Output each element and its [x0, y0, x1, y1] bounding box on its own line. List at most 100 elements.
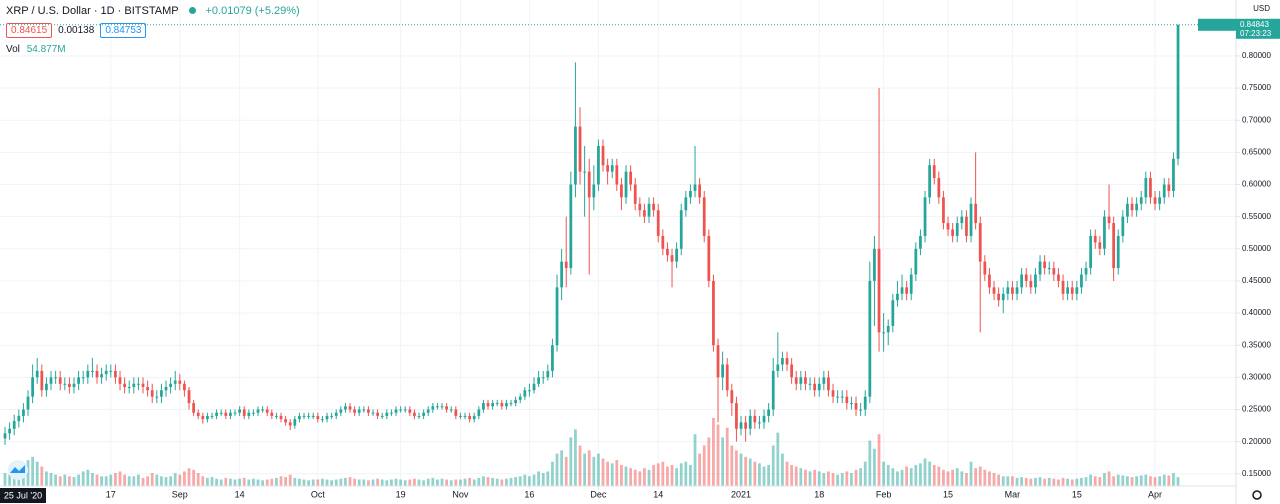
candle-body	[77, 377, 80, 384]
candle-body	[652, 203, 656, 211]
volume-bar	[541, 473, 545, 486]
volume-bar	[472, 479, 476, 486]
volume-bar	[100, 476, 103, 486]
candle-body	[1158, 197, 1162, 204]
volume-bar	[753, 461, 757, 486]
x-tick-label: Feb	[876, 489, 892, 499]
candle-body	[132, 383, 136, 387]
candle-body	[459, 415, 462, 417]
settings-icon[interactable]	[1252, 490, 1262, 500]
candle-body	[1135, 203, 1139, 211]
volume-bar	[716, 424, 720, 486]
volume-bar	[1093, 476, 1097, 486]
candle-body	[1167, 184, 1171, 191]
candle-body	[362, 409, 366, 411]
candle-body	[1153, 197, 1157, 204]
volume-bar	[403, 480, 407, 486]
volume-bar	[767, 464, 771, 486]
logo-mark[interactable]	[10, 465, 25, 473]
candle-body	[178, 380, 182, 384]
volume-bar	[790, 464, 794, 486]
candle-body	[376, 412, 380, 416]
candle-body	[735, 403, 738, 429]
candle-body	[661, 235, 665, 249]
candle-body	[1024, 274, 1028, 281]
volume-bar	[495, 478, 499, 486]
volume-bar	[1057, 479, 1060, 486]
x-tick-label: 15	[943, 489, 953, 499]
volume-bar	[279, 476, 283, 486]
volume-bar	[1029, 478, 1033, 486]
candle-body	[670, 255, 674, 262]
y-tick-label: 0.70000	[1242, 115, 1271, 124]
grid	[0, 0, 1236, 486]
volume-bar	[905, 466, 909, 486]
candle-body	[592, 184, 596, 198]
volume-bar	[518, 476, 522, 486]
candle-body	[597, 145, 600, 185]
volume-bar	[675, 468, 679, 486]
candle-body	[426, 409, 430, 413]
volume-bar	[514, 477, 518, 486]
candle-body	[344, 406, 347, 410]
candle-body	[58, 377, 62, 384]
candle-body	[1112, 223, 1116, 269]
volume-bar	[951, 469, 955, 486]
volume-bar	[436, 479, 439, 486]
volume-bar	[928, 461, 932, 486]
candle-body	[307, 415, 311, 417]
candle-body	[169, 383, 172, 387]
y-tick-label: 0.15000	[1242, 469, 1271, 478]
volume-bar	[955, 468, 959, 486]
y-tick-label: 0.25000	[1242, 405, 1271, 414]
volume-bar	[794, 466, 798, 486]
candle-body	[367, 409, 370, 413]
candle-body	[988, 274, 991, 288]
volume-bar	[735, 450, 738, 486]
y-tick-label: 0.80000	[1242, 51, 1271, 60]
volume-bar	[137, 474, 140, 486]
volume-bar	[1116, 474, 1120, 486]
candle-body	[118, 377, 122, 384]
y-tick-label: 0.55000	[1242, 212, 1271, 221]
candle-body	[371, 412, 375, 414]
bid[interactable]: 0.84615	[6, 23, 53, 38]
logo[interactable]	[8, 460, 28, 480]
candle-body	[339, 409, 343, 413]
volume-bar	[831, 473, 835, 486]
candle-body	[854, 403, 858, 410]
candle-body	[1139, 197, 1143, 204]
volume-bar	[785, 461, 789, 486]
candle-body	[891, 300, 895, 326]
volume-bar	[1098, 477, 1102, 486]
ask[interactable]: 0.84753	[100, 23, 147, 38]
volume-bar	[431, 477, 435, 486]
volume-bar	[394, 478, 398, 486]
volume-bar	[376, 478, 380, 486]
volume-bar	[468, 477, 472, 486]
volume-bar	[771, 445, 775, 486]
candle-body	[978, 223, 982, 262]
x-tick-label: Oct	[311, 489, 326, 499]
volume-bar	[275, 477, 278, 486]
gear[interactable]	[1252, 490, 1262, 500]
volume-bar	[192, 469, 195, 486]
volume-bar	[587, 450, 591, 486]
candle-body	[1103, 216, 1106, 249]
candle-body	[150, 390, 154, 397]
volume-bar	[748, 458, 752, 486]
candle-body	[403, 409, 407, 411]
volume-bar	[693, 434, 697, 486]
candle-body	[1126, 203, 1129, 217]
candle-body	[49, 377, 53, 384]
candle-body	[932, 165, 936, 179]
volume-bar	[123, 474, 126, 486]
candle-body	[63, 383, 67, 385]
countdown-label: 07:23:23	[1240, 29, 1272, 38]
candle-body	[776, 364, 780, 371]
volume-bar	[233, 479, 237, 486]
candle-body	[863, 396, 867, 410]
candle-body	[822, 377, 826, 384]
candle-body	[311, 415, 315, 417]
volume-bar	[509, 477, 513, 486]
